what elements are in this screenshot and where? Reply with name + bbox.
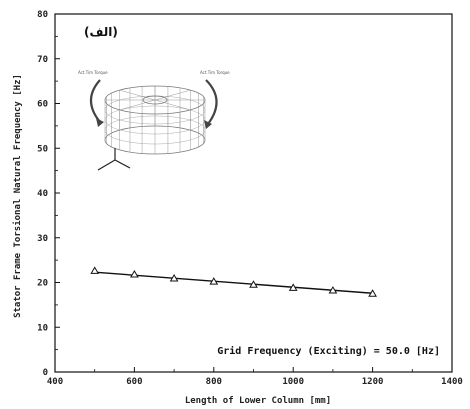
data-point (288, 283, 298, 291)
fit-line (94, 271, 373, 294)
y-tick-label: 50 (37, 144, 48, 154)
y-tick-label: 0 (43, 368, 48, 378)
torque-arrow-right (205, 79, 218, 125)
axis-glyph-y (114, 159, 131, 169)
trend-line (94, 271, 373, 294)
grid-frequency-annotation: Grid Frequency (Exciting) = 50.0 [Hz] (217, 345, 440, 357)
data-point (249, 280, 258, 288)
y-tick-label: 10 (37, 323, 48, 333)
y-axis-label: Stator Frame Torsional Natural Frequency… (12, 74, 23, 318)
inset-spoke (119, 89, 156, 101)
torque-arrow-left (89, 79, 101, 123)
plot-border (54, 13, 453, 373)
data-point (90, 266, 100, 274)
x-axis-label: Length of Lower Column [mm] (185, 396, 331, 406)
data-markers (90, 266, 377, 297)
torque-arrowhead-left (96, 118, 104, 127)
data-point (368, 289, 377, 297)
inset-spoke (119, 99, 156, 111)
data-point (328, 286, 338, 294)
torque-arrowhead-right (204, 120, 212, 129)
data-point (169, 273, 179, 282)
ticks (54, 13, 453, 373)
plot-frame (54, 13, 453, 373)
x-tick-label: 600 (126, 377, 142, 387)
y-tick-label: 20 (37, 279, 48, 289)
panel-label: (الف) (84, 25, 118, 39)
y-tick-label: 70 (37, 55, 48, 65)
stator-frame-illustration (89, 79, 218, 171)
y-tick-label: 30 (37, 234, 48, 244)
inset-label-left: Act.Tim Torque (78, 70, 108, 75)
x-tick-label: 800 (206, 377, 222, 387)
tick-labels: 400 600 800 1000 1200 1400 0 10 20 30 40 50 60 70 80 (37, 10, 463, 387)
data-point (209, 277, 219, 285)
inset-spoke (154, 99, 191, 111)
y-tick-label: 60 (37, 100, 48, 110)
x-tick-label: 1200 (362, 377, 384, 387)
x-tick-label: 1000 (282, 377, 304, 387)
inset-label-right: Act.Tim Torque (200, 70, 230, 75)
x-tick-label: 400 (47, 377, 63, 387)
data-point (130, 269, 139, 278)
axis-glyph-x (97, 159, 116, 171)
x-tick-label: 1400 (441, 377, 463, 387)
y-tick-label: 80 (37, 10, 48, 20)
inset-spoke (154, 89, 191, 101)
y-tick-label: 40 (37, 189, 48, 199)
